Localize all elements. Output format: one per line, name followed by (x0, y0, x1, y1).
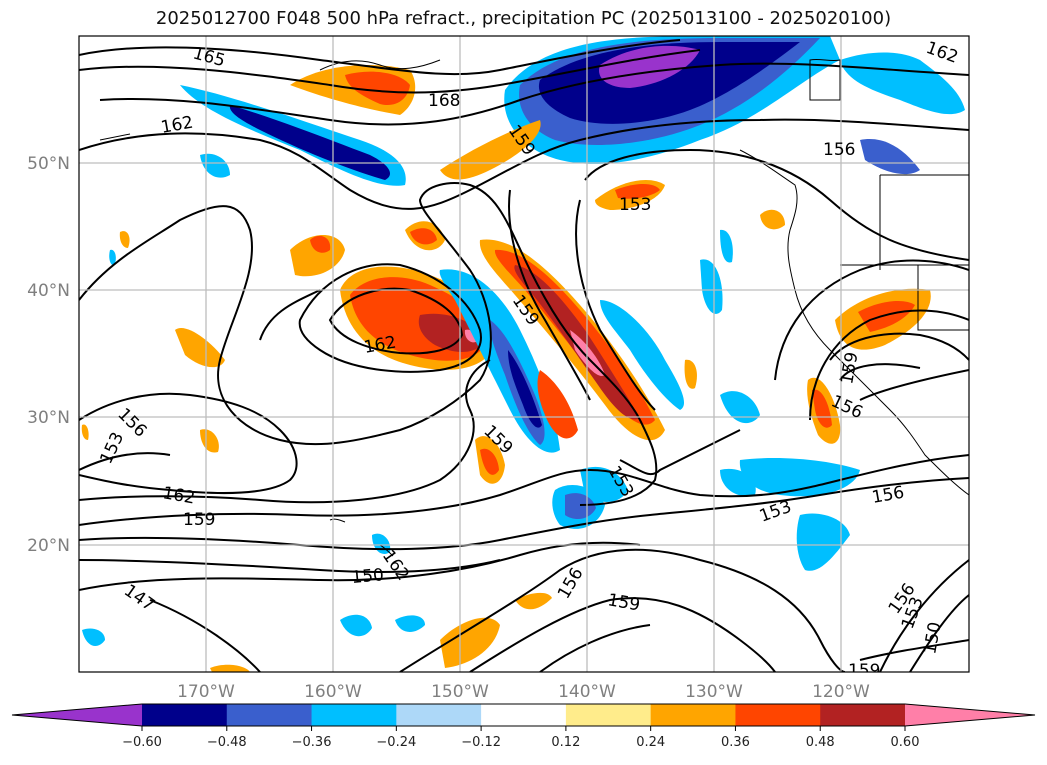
colorbar-tick-label: −0.60 (122, 735, 162, 750)
colorbar-tick-label: −0.12 (461, 735, 501, 750)
lon-label: 150°W (431, 682, 489, 702)
contour-label: 168 (428, 91, 460, 111)
colorbar-tick-label: 0.48 (806, 735, 835, 750)
colorbar-tick-label: −0.36 (292, 735, 332, 750)
colorbar-tick-label: −0.24 (376, 735, 416, 750)
longitude-labels: 170°W 160°W 150°W 140°W 130°W 120°W (177, 682, 870, 702)
colorbar-segment (820, 704, 906, 726)
contour-label: 159 (183, 510, 215, 530)
colorbar-tick-label: 0.24 (636, 735, 665, 750)
precip-scattered-cells (81, 229, 931, 672)
lat-label: 40°N (27, 281, 70, 301)
colorbar-tick-label: 0.60 (891, 735, 920, 750)
colorbar-segment (311, 704, 397, 726)
lat-label: 50°N (27, 154, 70, 174)
colorbar-segment (650, 704, 736, 726)
colorbar-tick-label: 0.12 (551, 735, 580, 750)
contour-label: 150 (351, 565, 385, 588)
lon-label: 120°W (812, 682, 870, 702)
colorbar-segment (142, 704, 228, 726)
latitude-labels: 50°N 40°N 30°N 20°N (27, 154, 70, 556)
lon-label: 130°W (685, 682, 743, 702)
lon-label: 140°W (558, 682, 616, 702)
map-frame (78, 35, 970, 673)
precip-central-cyclone (290, 221, 496, 370)
contour-label: 156 (823, 140, 855, 160)
colorbar-segment (735, 704, 821, 726)
colorbar-extend-low (12, 704, 142, 726)
precip-orange-north (290, 65, 785, 230)
colorbar-extend-high (905, 704, 1035, 726)
graticule (79, 36, 969, 672)
lon-label: 160°W (304, 682, 362, 702)
contour-lines (79, 39, 969, 672)
colorbar: −0.60 −0.48 −0.36 −0.24 −0.12 0.12 0.24 0.36 0.4… (11, 703, 1036, 750)
colorbar-segment (481, 704, 567, 726)
map-title: 2025012700 F048 500 hPa refract., precip… (155, 8, 892, 29)
colorbar-segment (226, 704, 313, 726)
lat-label: 20°N (27, 536, 70, 556)
lat-label: 30°N (27, 408, 70, 428)
colorbar-tick-label: 0.36 (721, 735, 750, 750)
contour-label: 159 (848, 661, 880, 681)
contour-label: 153 (619, 195, 651, 215)
coastlines (99, 58, 969, 557)
colorbar-tick-label: −0.48 (207, 735, 247, 750)
lon-label: 170°W (177, 682, 235, 702)
colorbar-segment (396, 704, 482, 726)
colorbar-segment (565, 704, 652, 726)
map-content: 165 168 162 159 156 153 162 159 162 156 … (79, 36, 969, 681)
